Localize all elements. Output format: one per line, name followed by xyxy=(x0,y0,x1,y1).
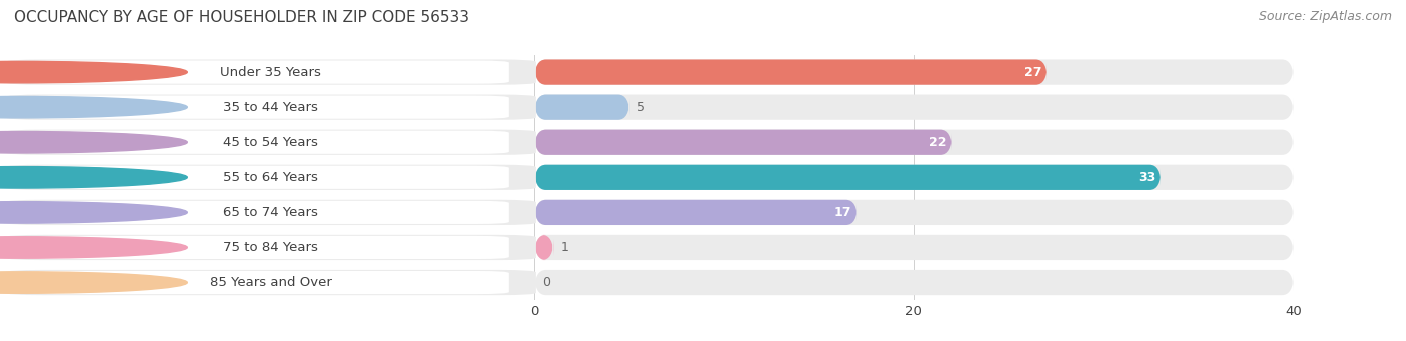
Text: 75 to 84 Years: 75 to 84 Years xyxy=(224,241,318,254)
Text: 65 to 74 Years: 65 to 74 Years xyxy=(224,206,318,219)
FancyBboxPatch shape xyxy=(21,166,509,189)
Text: 85 Years and Over: 85 Years and Over xyxy=(209,276,332,289)
Text: 0: 0 xyxy=(541,276,550,289)
Text: Source: ZipAtlas.com: Source: ZipAtlas.com xyxy=(1258,10,1392,23)
Text: 17: 17 xyxy=(834,206,851,219)
FancyBboxPatch shape xyxy=(21,271,509,294)
Circle shape xyxy=(0,132,187,153)
FancyBboxPatch shape xyxy=(534,130,1294,155)
FancyBboxPatch shape xyxy=(534,130,952,155)
FancyBboxPatch shape xyxy=(6,59,536,85)
FancyBboxPatch shape xyxy=(6,130,536,155)
Text: 27: 27 xyxy=(1024,65,1040,78)
FancyBboxPatch shape xyxy=(21,131,509,154)
FancyBboxPatch shape xyxy=(534,165,1294,190)
FancyBboxPatch shape xyxy=(534,165,1161,190)
Text: 33: 33 xyxy=(1137,171,1154,184)
FancyBboxPatch shape xyxy=(6,200,536,225)
FancyBboxPatch shape xyxy=(21,60,509,84)
FancyBboxPatch shape xyxy=(534,200,1294,225)
Circle shape xyxy=(0,272,187,293)
FancyBboxPatch shape xyxy=(534,200,858,225)
Circle shape xyxy=(0,167,187,188)
Circle shape xyxy=(0,237,187,258)
FancyBboxPatch shape xyxy=(534,94,630,120)
FancyBboxPatch shape xyxy=(6,235,536,260)
Text: 1: 1 xyxy=(561,241,569,254)
FancyBboxPatch shape xyxy=(534,270,1294,295)
Circle shape xyxy=(0,202,187,223)
FancyBboxPatch shape xyxy=(6,165,536,190)
FancyBboxPatch shape xyxy=(534,235,554,260)
FancyBboxPatch shape xyxy=(6,94,536,120)
FancyBboxPatch shape xyxy=(534,59,1046,85)
FancyBboxPatch shape xyxy=(6,270,536,295)
Text: 55 to 64 Years: 55 to 64 Years xyxy=(224,171,318,184)
FancyBboxPatch shape xyxy=(21,236,509,259)
Text: OCCUPANCY BY AGE OF HOUSEHOLDER IN ZIP CODE 56533: OCCUPANCY BY AGE OF HOUSEHOLDER IN ZIP C… xyxy=(14,10,470,25)
FancyBboxPatch shape xyxy=(21,95,509,119)
Circle shape xyxy=(0,61,187,83)
Text: 35 to 44 Years: 35 to 44 Years xyxy=(224,101,318,114)
Text: 5: 5 xyxy=(637,101,645,114)
FancyBboxPatch shape xyxy=(534,235,1294,260)
FancyBboxPatch shape xyxy=(534,59,1294,85)
Circle shape xyxy=(0,97,187,118)
Text: 45 to 54 Years: 45 to 54 Years xyxy=(224,136,318,149)
Text: Under 35 Years: Under 35 Years xyxy=(221,65,321,78)
FancyBboxPatch shape xyxy=(534,94,1294,120)
FancyBboxPatch shape xyxy=(21,201,509,224)
Text: 22: 22 xyxy=(929,136,946,149)
